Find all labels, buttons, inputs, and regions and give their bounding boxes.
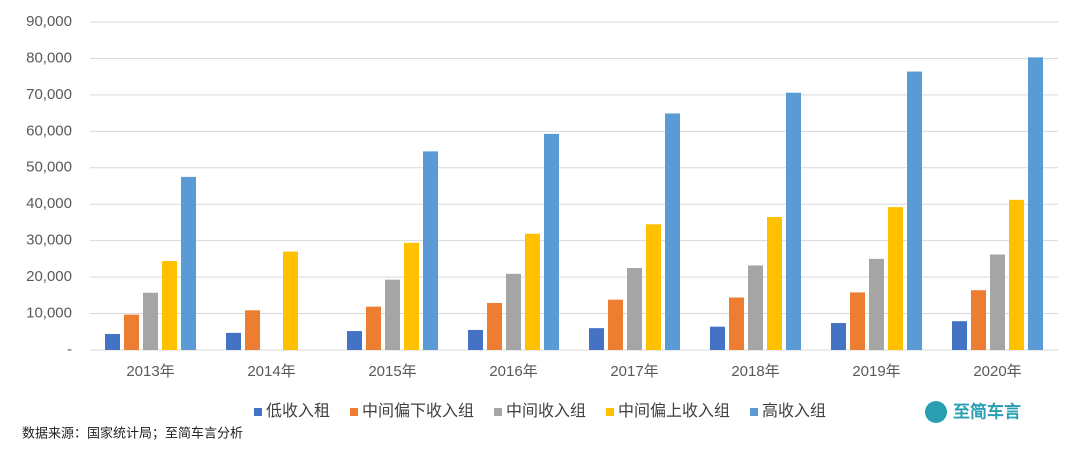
bar [767, 216, 782, 350]
y-tick-label: 10,000 [26, 305, 72, 322]
bar [105, 333, 120, 350]
y-tick-label: 40,000 [26, 195, 72, 212]
bar [1028, 57, 1043, 351]
bar [506, 273, 521, 350]
bar [347, 331, 362, 350]
bar [525, 233, 540, 350]
y-tick-label: 80,000 [26, 49, 72, 66]
legend-swatch [493, 408, 502, 416]
legend-label: 中间偏上收入组 [618, 402, 730, 420]
legend-label: 中间偏下收入组 [362, 402, 474, 420]
bar [646, 224, 661, 350]
y-tick-label: 20,000 [26, 268, 72, 285]
bar [468, 329, 483, 350]
x-tick-label: 2014年 [247, 363, 295, 380]
bar [404, 242, 419, 350]
legend-label: 中间收入组 [506, 402, 586, 420]
bar [850, 292, 865, 350]
bar [162, 261, 177, 350]
x-tick-label: 2016年 [489, 363, 537, 380]
y-tick-label: 60,000 [26, 122, 72, 139]
y-tick-label: 50,000 [26, 159, 72, 176]
legend-swatch [606, 408, 615, 416]
bar [143, 292, 158, 350]
bar [952, 321, 967, 350]
bar [245, 310, 260, 350]
bar [729, 297, 744, 350]
x-tick-label: 2015年 [368, 363, 416, 380]
bar [385, 279, 400, 350]
x-tick-label: 2019年 [852, 363, 900, 380]
bar [748, 265, 763, 350]
bar [710, 326, 725, 350]
bar [124, 314, 139, 350]
bar [869, 258, 884, 350]
bar [608, 299, 623, 350]
bar [366, 306, 381, 350]
logo-text: 至简车言 [953, 401, 1021, 421]
x-tick-label: 2020年 [973, 363, 1021, 380]
bar [589, 328, 604, 350]
bar [544, 133, 559, 350]
bar [786, 92, 801, 351]
bar [423, 151, 438, 350]
bar [181, 176, 196, 350]
legend-label: 高收入组 [762, 402, 826, 420]
bar [283, 251, 298, 350]
bar [1009, 199, 1024, 350]
bar [990, 254, 1005, 350]
bar [888, 207, 903, 350]
x-tick-label: 2018年 [731, 363, 779, 380]
logo-icon [925, 401, 947, 423]
legend-swatch [253, 408, 262, 416]
bar [226, 332, 241, 350]
legend-swatch [750, 408, 759, 416]
bar [665, 113, 680, 350]
bar [971, 290, 986, 350]
x-tick-label: 2017年 [610, 363, 658, 380]
y-tick-label: - [67, 341, 72, 358]
source-note: 数据来源：国家统计局；至简车言分析 [22, 425, 243, 441]
bar [831, 323, 846, 350]
bar [907, 71, 922, 350]
bar [627, 268, 642, 350]
y-tick-label: 30,000 [26, 232, 72, 249]
legend-swatch [349, 408, 358, 416]
y-tick-label: 70,000 [26, 86, 72, 103]
legend-label: 低收入租 [266, 402, 330, 420]
y-tick-label: 90,000 [26, 13, 72, 30]
logo: 至简车言 [925, 401, 1021, 423]
x-tick-label: 2013年 [126, 363, 174, 380]
bar [487, 302, 502, 350]
